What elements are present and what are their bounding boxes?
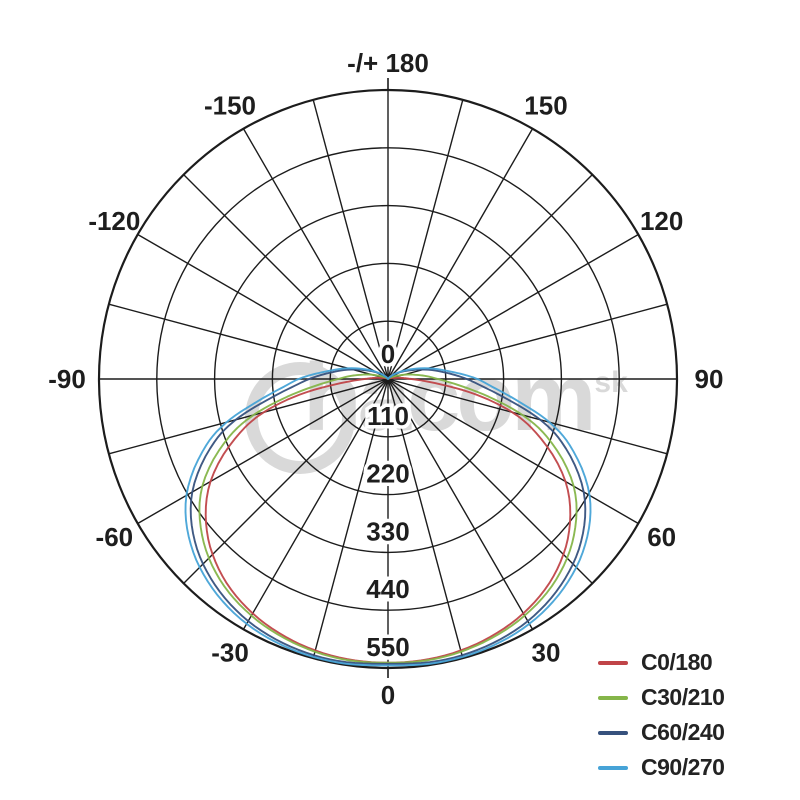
grid-spoke <box>387 99 464 380</box>
angle-label: 90 <box>695 364 724 394</box>
grid-spoke <box>137 378 389 525</box>
grid-spoke <box>137 233 389 380</box>
curve-C90/270 <box>184 367 592 667</box>
grid-spoke <box>312 378 389 659</box>
legend-item-C30/210: C30/210 <box>598 680 725 715</box>
grid-ring <box>156 147 620 611</box>
radial-tick-label: 110 <box>367 401 409 431</box>
angle-label: 150 <box>524 90 567 120</box>
angle-label: -60 <box>96 522 134 552</box>
angle-label: -150 <box>204 90 256 120</box>
grid-spoke <box>387 128 534 380</box>
legend-swatch-icon <box>598 660 628 665</box>
curve-C60/240 <box>189 368 587 665</box>
legend-item-C60/240: C60/240 <box>598 715 725 750</box>
angle-label: 30 <box>532 638 561 668</box>
legend-label: C60/240 <box>641 719 725 745</box>
angle-label: -30 <box>211 638 249 668</box>
grid-spoke <box>183 378 389 584</box>
grid-spoke <box>387 233 639 380</box>
grid-spoke <box>108 378 389 455</box>
grid-spoke <box>242 378 389 630</box>
grid-spoke <box>387 174 593 380</box>
radial-tick-label: 0 <box>381 339 395 369</box>
grid-spoke <box>183 174 389 380</box>
grid-spoke <box>387 378 593 584</box>
legend-item-C90/270: C90/270 <box>598 750 725 785</box>
grid-ring <box>329 320 447 438</box>
grid-spoke <box>242 128 389 380</box>
chart-legend: C0/180 C30/210 C60/240 C90/270 <box>598 645 725 785</box>
legend-item-C0/180: C0/180 <box>598 645 724 680</box>
grid-spoke <box>387 378 534 630</box>
grid-spoke <box>108 303 389 380</box>
angle-label: -/+ 180 <box>347 48 429 78</box>
angle-label: 120 <box>640 206 683 236</box>
radial-tick-label: 550 <box>366 632 409 662</box>
legend-label: C0/180 <box>641 649 713 675</box>
angle-label: 60 <box>647 522 676 552</box>
radial-tick-label: 330 <box>366 516 409 546</box>
radial-tick-label: 220 <box>366 459 409 489</box>
grid-ring <box>213 204 563 554</box>
grid-spoke <box>387 378 639 525</box>
watermark: hacom sk <box>245 348 628 474</box>
legend-swatch-icon <box>598 695 628 700</box>
radial-tick-label: 440 <box>366 574 409 604</box>
legend-swatch-icon <box>598 730 628 735</box>
angle-label: -90 <box>48 364 86 394</box>
angle-label: -120 <box>88 206 140 236</box>
curve-C30/210 <box>198 373 578 664</box>
angle-label: 0 <box>381 680 395 710</box>
watermark-suffix: sk <box>594 366 628 399</box>
grid-spoke <box>387 378 464 659</box>
watermark-text: hacom <box>303 344 596 451</box>
legend-swatch-icon <box>598 765 628 770</box>
legend-label: C30/210 <box>641 684 725 710</box>
grid-spoke <box>387 378 668 455</box>
legend-label: C90/270 <box>641 754 725 780</box>
grid-spoke <box>387 303 668 380</box>
grid-ring <box>271 262 505 496</box>
grid-spoke <box>312 99 389 380</box>
